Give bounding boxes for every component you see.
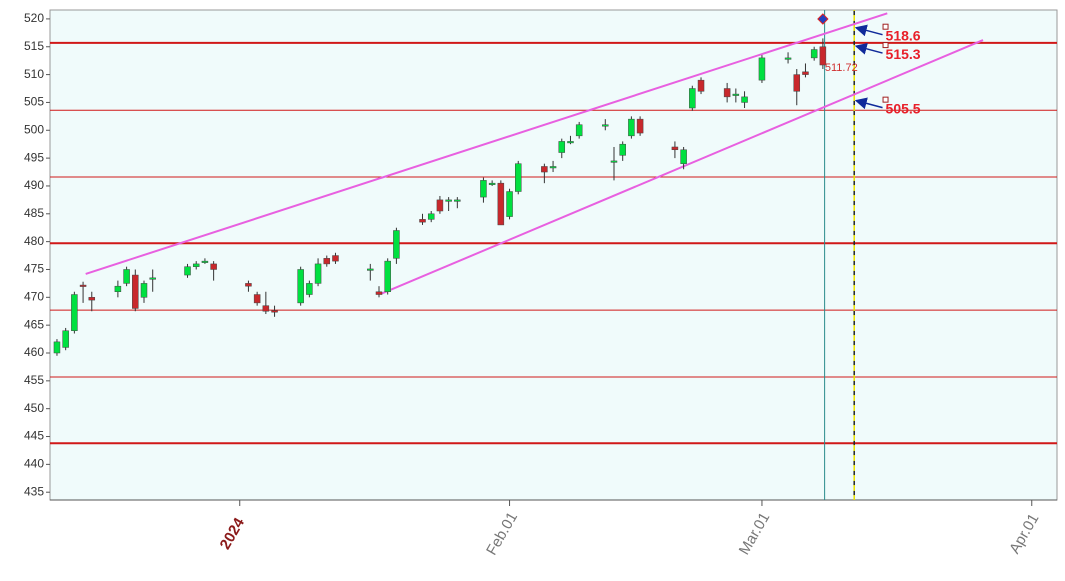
- candle-body: [114, 285, 122, 293]
- candle-body: [253, 294, 261, 304]
- candle-body: [741, 96, 748, 103]
- x-tick-label: Mar.01: [736, 510, 774, 558]
- x-tick-label: Apr.01: [1006, 511, 1042, 557]
- candle-body: [819, 46, 827, 66]
- candle-body: [480, 180, 487, 198]
- candle-body: [784, 57, 792, 60]
- y-tick-label: 435: [24, 484, 44, 498]
- candle-body: [184, 266, 191, 276]
- candle-body: [323, 258, 331, 265]
- candle-body: [384, 260, 391, 292]
- candle-body: [71, 294, 78, 331]
- annotation-arrow: [854, 42, 883, 55]
- candle-body: [575, 124, 583, 137]
- candle-body: [602, 124, 609, 127]
- candle-body: [445, 199, 452, 202]
- y-tick-label: 475: [24, 262, 44, 276]
- candle-body: [558, 141, 566, 153]
- candle-body: [210, 263, 217, 270]
- candle-body: [427, 213, 435, 220]
- candle-body: [793, 74, 801, 92]
- x-tick-label: Feb.01: [483, 509, 521, 558]
- candle-body: [697, 79, 705, 92]
- y-tick-label: 505: [24, 95, 44, 109]
- candle-body: [88, 297, 96, 301]
- candle-body: [367, 268, 374, 271]
- candle-body: [689, 88, 696, 109]
- candle-body: [314, 263, 322, 284]
- y-tick-label: 520: [24, 11, 44, 25]
- y-tick-label: 440: [24, 457, 44, 471]
- annotation-point: [882, 96, 889, 103]
- candle-body: [53, 341, 61, 354]
- y-tick-label: 500: [24, 122, 44, 136]
- annotation-arrow: [854, 24, 883, 37]
- annotation-label: 518.6: [886, 27, 921, 43]
- candle-body: [132, 274, 139, 309]
- candle-body: [549, 166, 557, 169]
- annotation-label: 505.5: [886, 100, 921, 116]
- candle-body: [723, 88, 731, 98]
- candle-body: [436, 199, 444, 212]
- y-tick-label: 455: [24, 373, 44, 387]
- candle-body: [488, 182, 496, 185]
- candle-body: [636, 118, 644, 134]
- candle-body: [123, 269, 130, 284]
- candle-body: [619, 143, 626, 156]
- candle-body: [732, 93, 740, 96]
- y-tick-label: 490: [24, 178, 44, 192]
- y-tick-label: 445: [24, 429, 44, 443]
- candle-body: [79, 284, 87, 287]
- candle-body: [393, 230, 400, 259]
- marker-diamond: [817, 13, 829, 25]
- annotation-arrow: [854, 97, 883, 110]
- candle-body: [297, 269, 304, 304]
- candle-body: [497, 182, 505, 226]
- last-close-label: 511.72: [825, 62, 858, 74]
- candle-body: [628, 118, 635, 137]
- y-tick-label: 460: [24, 345, 44, 359]
- candle-body: [802, 71, 809, 75]
- y-tick-label: 485: [24, 206, 44, 220]
- x-tick-label: 2024: [217, 514, 249, 552]
- candle-body: [140, 283, 148, 298]
- candle-body: [454, 199, 461, 202]
- candle-body: [419, 219, 426, 223]
- y-tick-label: 495: [24, 150, 44, 164]
- trend-line: [85, 12, 888, 275]
- candle-body: [506, 191, 513, 217]
- candle-body: [567, 141, 574, 144]
- candle-body: [758, 57, 766, 81]
- candle-body: [262, 305, 270, 312]
- candle-body: [375, 291, 383, 295]
- y-tick-label: 470: [24, 289, 44, 303]
- candle-body: [271, 310, 278, 313]
- y-tick-label: 510: [24, 67, 44, 81]
- trend-line: [380, 39, 984, 295]
- candle-body: [541, 166, 548, 173]
- candle-body: [671, 146, 679, 151]
- candle-body: [62, 330, 69, 348]
- y-tick-label: 450: [24, 401, 44, 415]
- candle-body: [192, 263, 200, 267]
- candle-body: [680, 149, 687, 164]
- candle-body: [245, 283, 252, 287]
- candle-body: [332, 255, 339, 262]
- annotation-label: 515.3: [886, 46, 921, 62]
- candle-body: [306, 283, 313, 295]
- y-tick-label: 480: [24, 234, 44, 248]
- y-tick-label: 515: [24, 39, 44, 53]
- candle-body: [515, 163, 522, 192]
- candle-body: [610, 160, 618, 163]
- candle-body: [810, 49, 818, 59]
- y-tick-label: 465: [24, 317, 44, 331]
- candle-body: [201, 260, 209, 263]
- annotation-point: [882, 23, 889, 30]
- annotation-point: [882, 42, 889, 49]
- plot-area: [49, 9, 1058, 501]
- candle-body: [149, 277, 156, 280]
